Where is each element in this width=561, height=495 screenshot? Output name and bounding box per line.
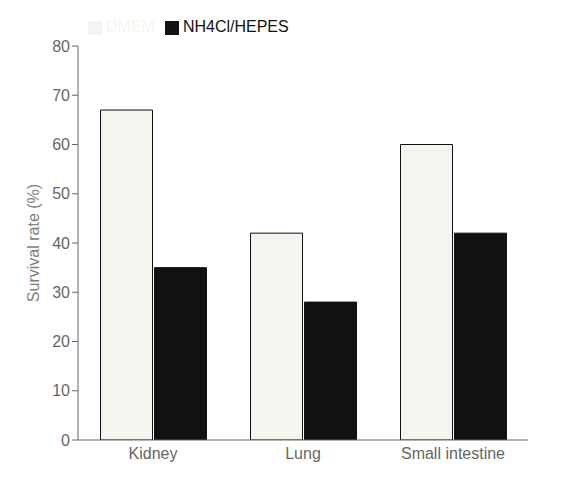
svg-text:80: 80 xyxy=(52,38,70,55)
svg-text:Survival rate (%): Survival rate (%) xyxy=(25,184,42,302)
html-text:NH4Cl/HEPES: NH4Cl/HEPES xyxy=(182,18,289,35)
svg-text:30: 30 xyxy=(52,284,70,301)
svg-text:20: 20 xyxy=(52,333,70,350)
svg-text:70: 70 xyxy=(52,87,70,104)
svg-text:0: 0 xyxy=(61,432,70,449)
svg-text:60: 60 xyxy=(52,136,70,153)
svg-text:Small intestine: Small intestine xyxy=(401,445,505,462)
html-text:DMEM: DMEM xyxy=(106,18,155,35)
svg-text:Lung: Lung xyxy=(285,445,321,462)
svg-text:40: 40 xyxy=(52,235,70,252)
svg-text:50: 50 xyxy=(52,185,70,202)
svg-text:10: 10 xyxy=(52,382,70,399)
svg-text:Kidney: Kidney xyxy=(129,445,178,462)
